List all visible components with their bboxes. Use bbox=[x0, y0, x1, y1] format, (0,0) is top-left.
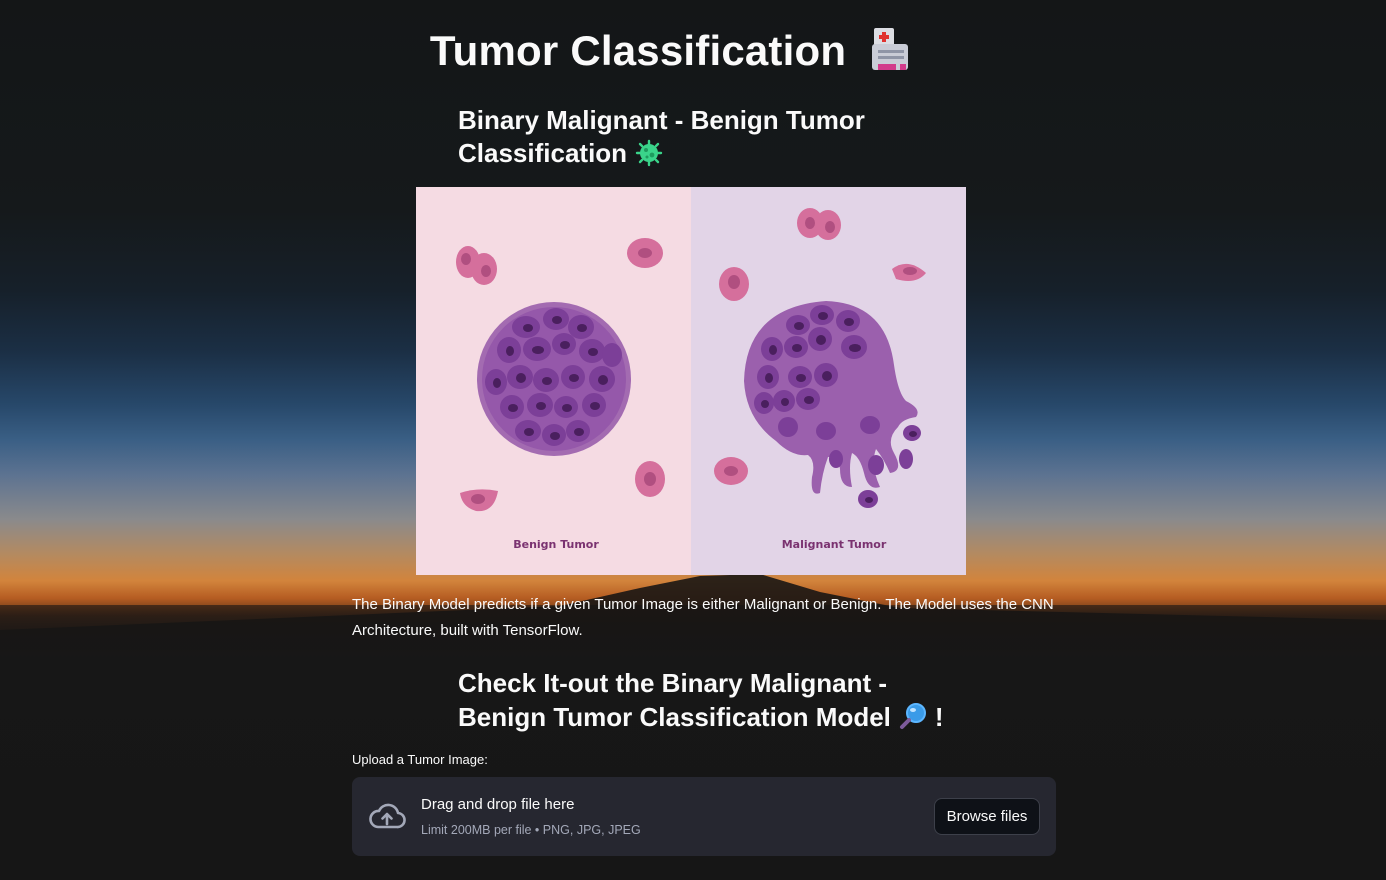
malignant-caption: Malignant Tumor bbox=[782, 538, 887, 551]
hospital-icon bbox=[870, 26, 910, 82]
tumor-illustration: Benign Tumor Malignant Tumor bbox=[416, 187, 966, 575]
malignant-tumor bbox=[744, 301, 921, 508]
dropzone-instructions: Drag and drop file here bbox=[421, 796, 575, 813]
page-title-text: Tumor Classification bbox=[429, 27, 847, 75]
upload-label: Upload a Tumor Image: bbox=[352, 752, 488, 767]
page-title: Tumor Classification bbox=[0, 26, 1340, 82]
check-model-heading-text: Check It-out the Binary Malignant - Beni… bbox=[458, 668, 891, 732]
benign-tumor bbox=[477, 302, 631, 456]
magnifying-glass-icon bbox=[899, 701, 929, 739]
cloud-upload-icon bbox=[368, 801, 406, 831]
section-heading-text: Binary Malignant - Benign Tumor Classifi… bbox=[458, 105, 865, 168]
malignant-free-cells bbox=[714, 208, 926, 485]
section-heading-classification: Binary Malignant - Benign Tumor Classifi… bbox=[458, 104, 978, 175]
browse-files-button[interactable]: Browse files bbox=[934, 798, 1040, 835]
benign-caption: Benign Tumor bbox=[513, 538, 599, 551]
file-dropzone[interactable]: Drag and drop file here Limit 200MB per … bbox=[352, 777, 1056, 856]
model-description: The Binary Model predicts if a given Tum… bbox=[352, 596, 1054, 639]
check-model-heading-suffix: ! bbox=[934, 702, 944, 732]
microbe-icon bbox=[635, 139, 663, 175]
dropzone-limit-text: Limit 200MB per file • PNG, JPG, JPEG bbox=[421, 823, 641, 837]
benign-free-cells bbox=[456, 238, 665, 512]
section-heading-check-model: Check It-out the Binary Malignant - Beni… bbox=[458, 666, 958, 739]
